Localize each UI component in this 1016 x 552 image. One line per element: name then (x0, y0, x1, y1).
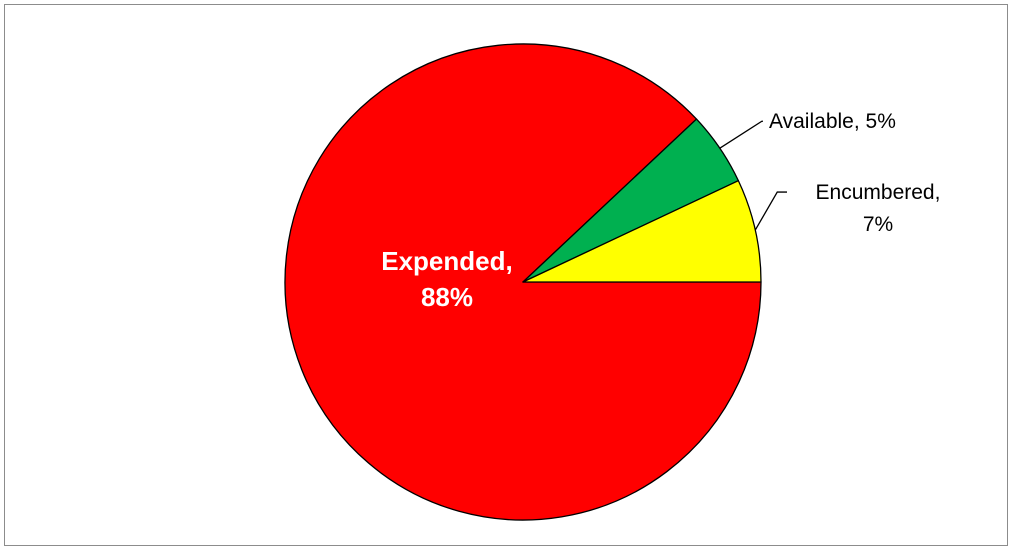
leader-line-available (719, 120, 763, 149)
pie-chart: Expended, 88% Available, 5% Encumbered, 7% (284, 43, 941, 521)
data-label-available: Available, 5% (769, 110, 896, 133)
pie-slice-encumbered (522, 180, 762, 283)
data-label-encumbered: Encumbered, 7% (816, 181, 941, 236)
data-label-expended: Expended, 88% (381, 246, 512, 312)
leader-line-encumbered (754, 191, 787, 231)
chart-area: Expended, 88% Available, 5% Encumbered, 7% (4, 4, 1008, 546)
